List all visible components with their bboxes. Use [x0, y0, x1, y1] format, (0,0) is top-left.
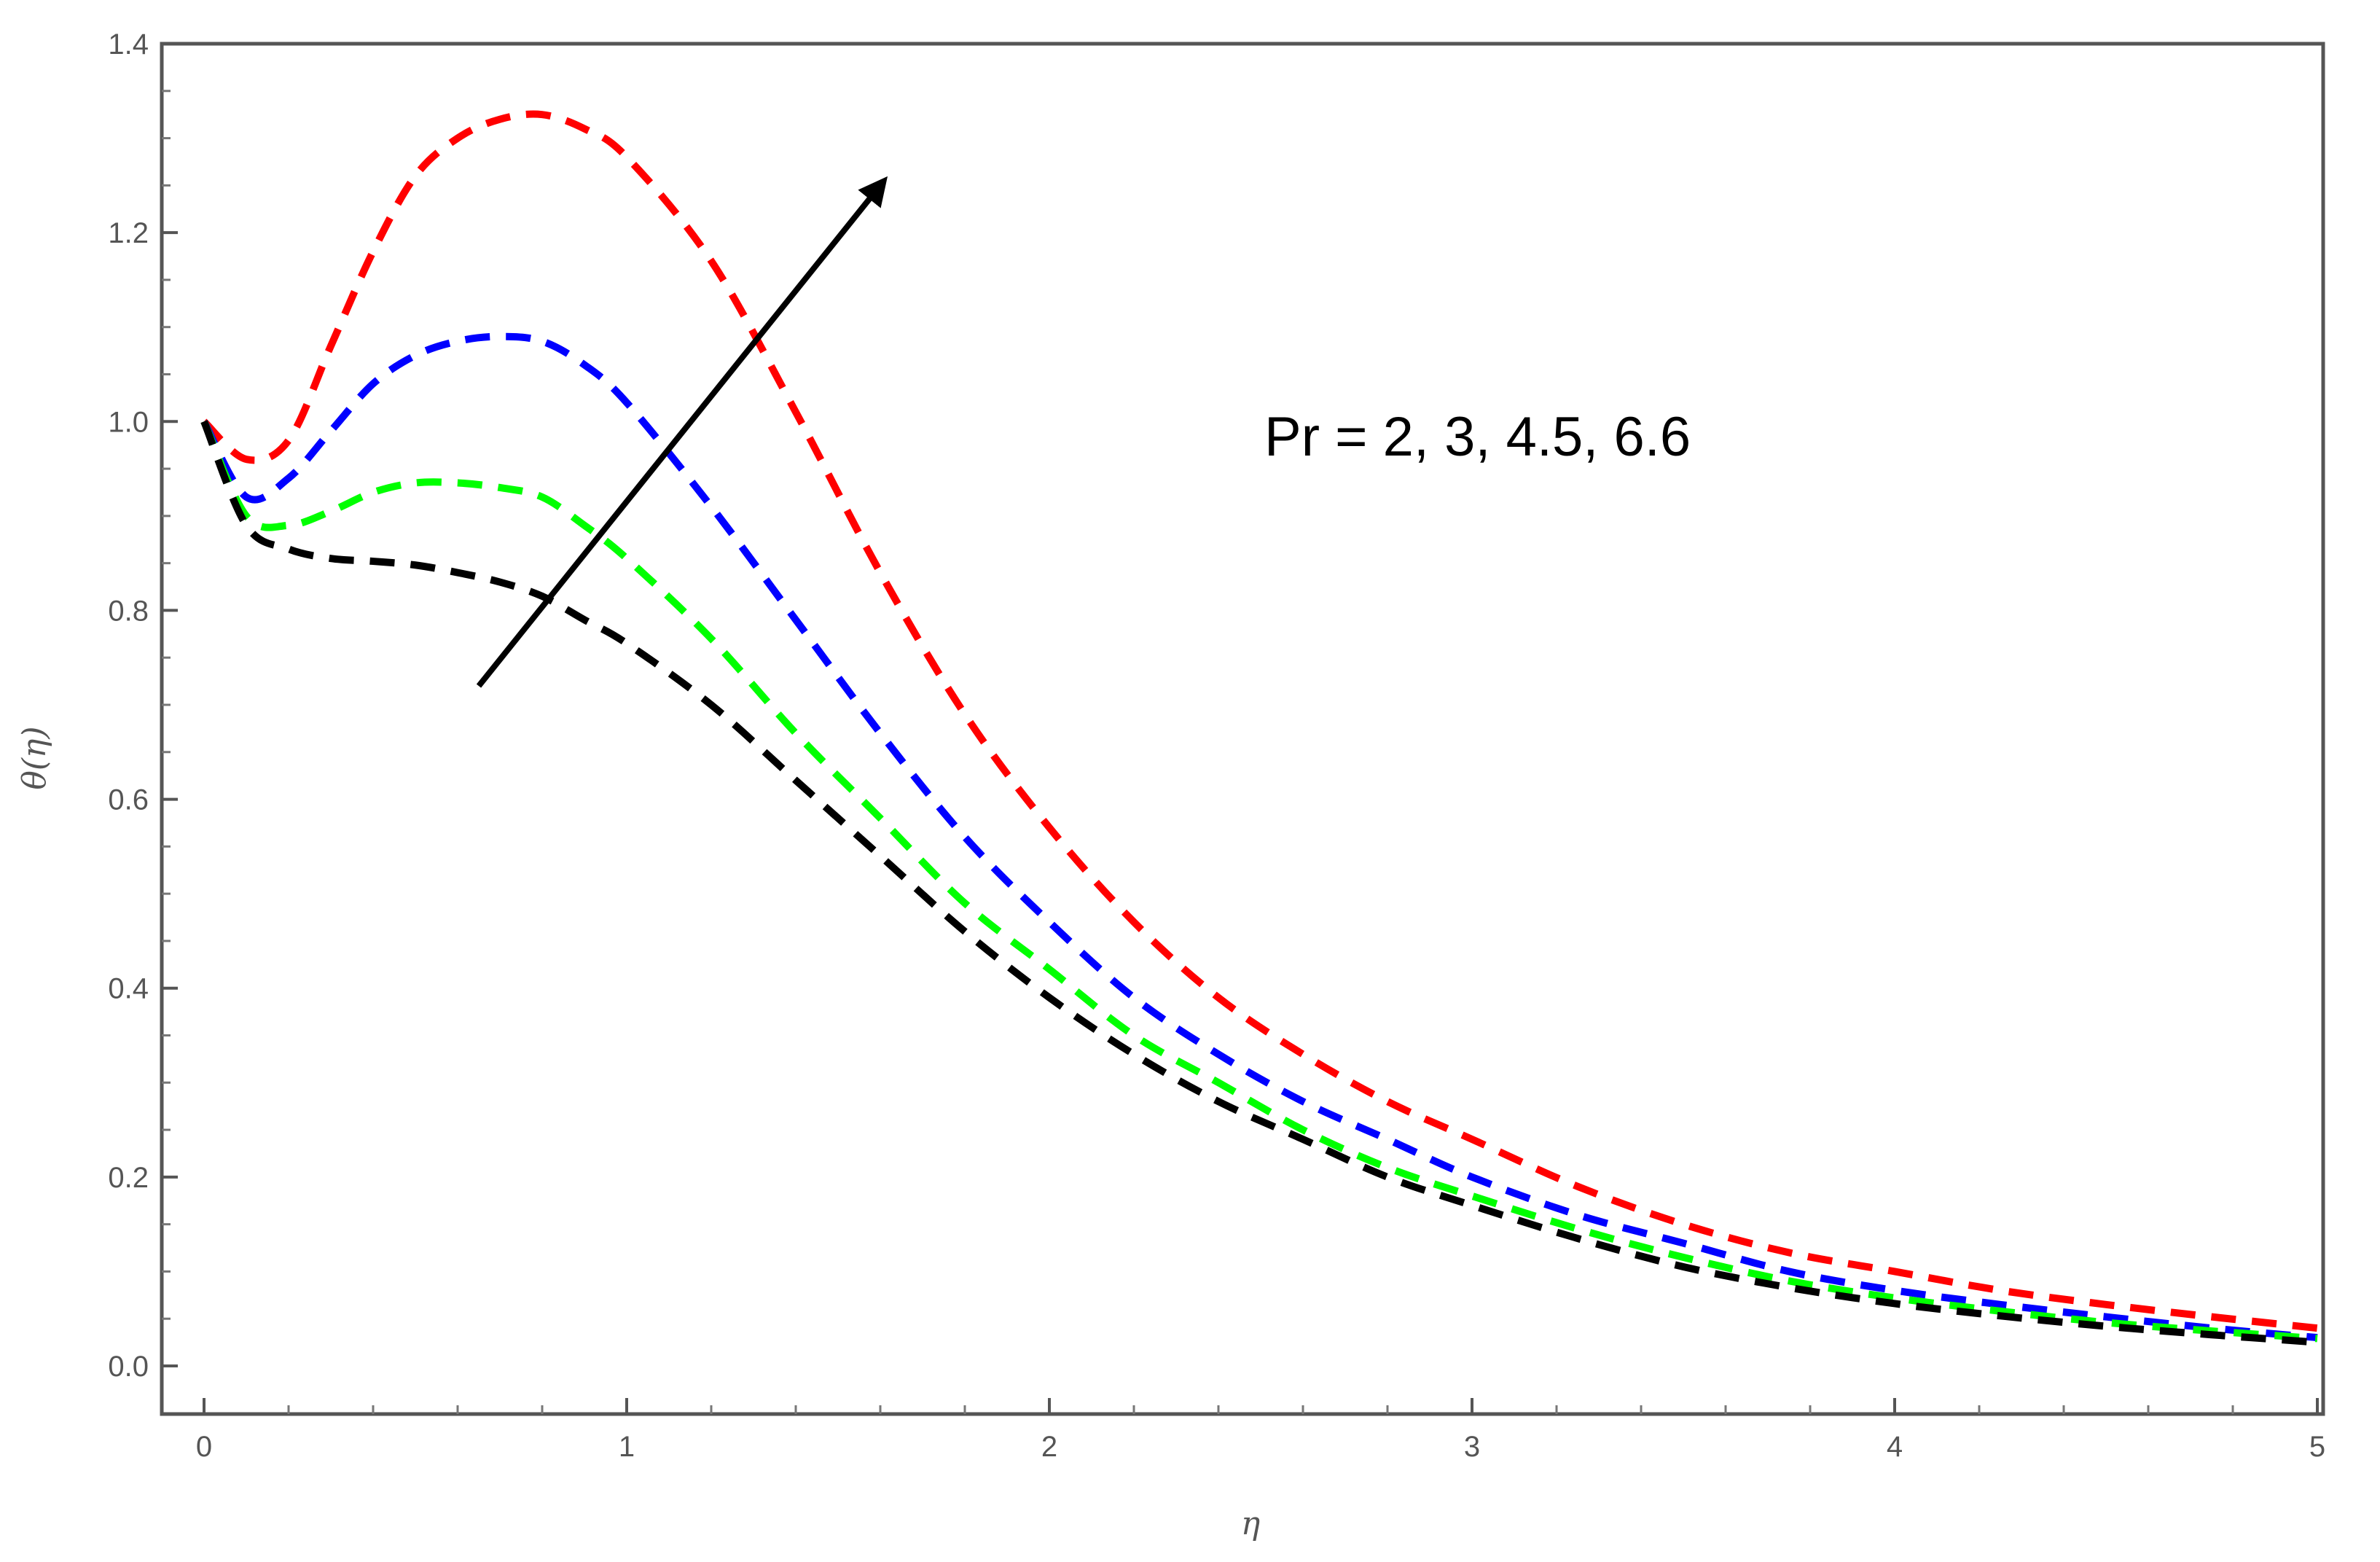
series-line-1: [201, 110, 2318, 1332]
y-tick-label: 0.4: [108, 973, 149, 1005]
plot-frame: [160, 42, 2325, 1416]
y-tick-label: 1.0: [108, 406, 149, 438]
x-axis-label: η: [1241, 1505, 1260, 1542]
pr-annotation: Pr = 2, 3, 4.5, 6.6: [1264, 406, 1691, 468]
y-tick-label: 1.2: [108, 217, 149, 249]
x-tick-label: 1: [619, 1431, 635, 1463]
x-tick-label: 5: [2309, 1431, 2325, 1463]
series-line-3: [200, 420, 2318, 1343]
x-axis-ticks: 0 1 2 3 4 5: [196, 1398, 2325, 1463]
y-tick-label: 1.4: [108, 28, 149, 60]
y-tick-label: 0.0: [108, 1351, 149, 1383]
x-tick-label: 0: [196, 1431, 212, 1463]
y-tick-label: 0.2: [108, 1162, 149, 1194]
x-tick-label: 4: [1887, 1431, 1903, 1463]
x-tick-label: 3: [1464, 1431, 1480, 1463]
y-axis-label: θ(η): [16, 726, 53, 789]
x-tick-label: 2: [1041, 1431, 1057, 1463]
y-tick-label: 0.8: [108, 595, 149, 627]
y-axis-ticks: 0.0 0.2 0.4 0.6 0.8 1.0 1.2 1.4: [108, 28, 178, 1383]
series-layer: [200, 110, 2318, 1346]
y-tick-label: 0.6: [108, 784, 149, 816]
series-line-2: [200, 332, 2318, 1342]
trend-arrow: [476, 176, 888, 688]
series-line-4: [200, 420, 2318, 1346]
